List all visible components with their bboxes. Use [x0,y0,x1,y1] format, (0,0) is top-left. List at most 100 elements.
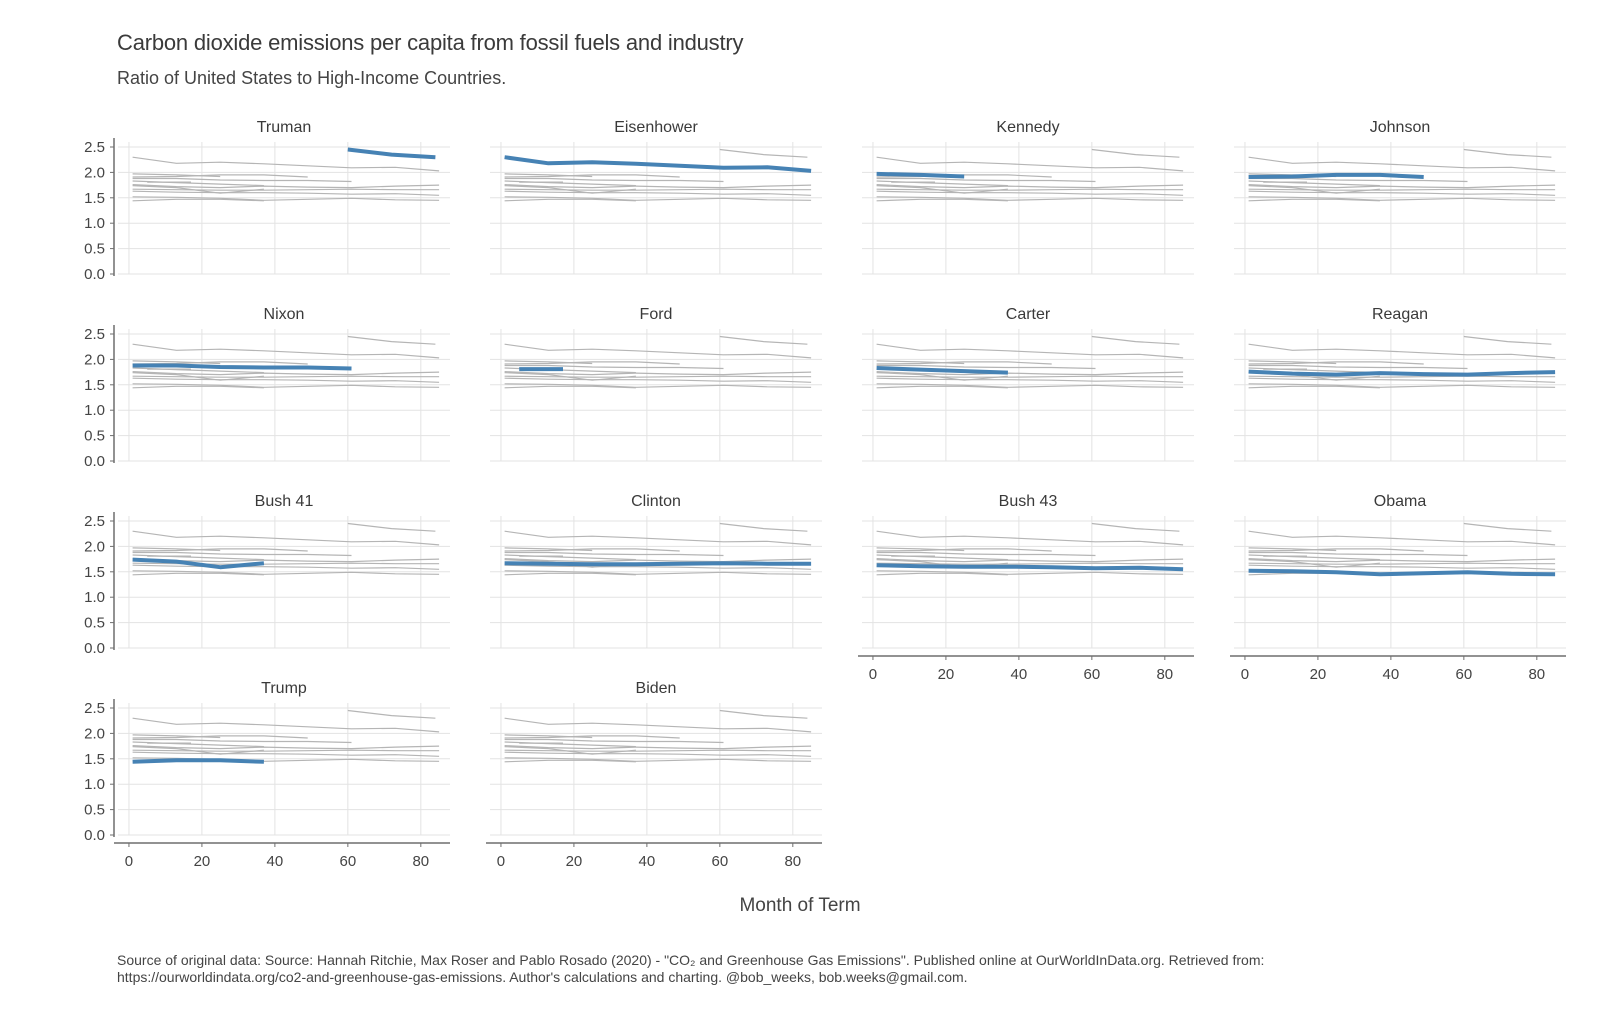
y-tick-label: 2.0 [84,538,105,555]
context-line-reagan [504,745,812,750]
facet-panel-kennedy: Kennedy [862,119,1194,275]
context-line-bush-43 [1248,377,1556,383]
context-line-eisenhower [876,343,1184,359]
context-line-clinton [1248,562,1556,565]
context-line-trump [1248,198,1380,202]
x-tick-label: 80 [784,853,801,870]
context-line-truman [1463,148,1552,158]
x-tick-label: 40 [267,853,284,870]
context-line-eisenhower [504,530,812,546]
x-tick-label: 0 [1241,666,1249,683]
context-line-trump [876,572,1008,576]
highlight-line-truman [347,147,436,160]
context-line-obama [504,570,812,575]
context-line-bush-43 [1248,190,1556,196]
facet-label: Reagan [1372,306,1428,323]
context-line-truman [1463,335,1552,345]
context-line-nixon [876,551,1096,557]
context-line-truman [719,148,808,158]
x-tick-label: 80 [1156,666,1173,683]
y-tick-label: 1.5 [84,377,105,394]
y-tick-label: 1.5 [84,564,105,581]
context-line-truman [1463,522,1552,532]
context-line-johnson [504,174,680,178]
context-line-trump [132,385,264,389]
context-line-nixon [1248,364,1468,370]
context-line-obama [876,196,1184,201]
x-tick-label: 20 [194,853,211,870]
context-line-eisenhower [504,343,812,359]
facet-panel-carter: Carter [862,306,1194,462]
context-line-johnson [132,735,308,739]
y-tick-label: 2.0 [84,351,105,368]
context-line-trump [504,759,636,763]
context-line-carter [132,741,264,748]
y-tick-label: 1.5 [84,190,105,207]
context-line-trump [1248,385,1380,389]
x-tick-label: 20 [938,666,955,683]
y-tick-label: 1.0 [84,402,105,419]
highlight-line-nixon [132,363,352,371]
context-line-clinton [504,749,812,752]
y-tick-label: 0.5 [84,241,105,258]
highlight-line-bush-41 [132,557,265,570]
context-line-bush-43 [504,190,812,196]
context-line-carter [1248,554,1380,561]
highlight-line-bush-43 [876,563,1184,572]
facet-label: Obama [1374,493,1427,510]
facet-label: Bush 43 [999,493,1058,510]
facet-panel-bush-43: Bush 43 0 20 40 60 80 [858,493,1194,683]
context-line-truman [347,522,436,532]
context-line-carter [504,741,636,748]
x-tick-label: 60 [1084,666,1101,683]
facet-label: Bush 41 [255,493,314,510]
y-tick-label: 2.5 [84,139,105,156]
context-line-eisenhower [132,343,440,359]
y-tick-label: 1.0 [84,215,105,232]
context-line-obama [504,757,812,762]
context-line-carter [876,180,1008,187]
context-line-trump [132,572,264,576]
context-line-bush-43 [504,377,812,383]
facet-label: Ford [640,306,673,323]
context-line-trump [504,572,636,576]
y-tick-label: 1.0 [84,589,105,606]
context-line-obama [876,383,1184,388]
context-line-clinton [504,188,812,191]
context-line-johnson [1248,361,1424,365]
context-line-carter [132,367,264,374]
context-line-clinton [876,375,1184,378]
facet-panel-clinton: Clinton [490,493,822,649]
context-line-carter [132,554,264,561]
x-tick-label: 80 [412,853,429,870]
context-line-johnson [504,361,680,365]
context-line-nixon [876,177,1096,183]
context-line-clinton [504,375,812,378]
context-line-nixon [132,551,352,557]
context-line-johnson [132,174,308,178]
y-tick-label: 0.0 [84,453,105,470]
y-tick-label: 1.0 [84,776,105,793]
context-line-johnson [132,548,308,552]
context-line-reagan [504,184,812,189]
context-line-nixon [504,177,724,183]
context-line-eisenhower [132,156,440,172]
highlight-line-trump [132,758,264,764]
context-line-bush-43 [1248,564,1556,570]
context-line-clinton [132,188,440,191]
highlight-line-johnson [1248,172,1424,179]
context-line-reagan [504,558,812,563]
context-line-eisenhower [504,717,812,733]
facet-panel-biden: Biden 0 20 40 60 80 [486,680,822,870]
context-line-nixon [132,177,352,183]
context-line-carter [1248,180,1380,187]
highlight-line-eisenhower [504,155,812,173]
highlight-line-obama [1248,568,1556,577]
context-line-bush-43 [504,751,812,757]
context-line-eisenhower [876,530,1184,546]
facet-panel-eisenhower: Eisenhower [490,119,822,275]
context-line-reagan [1248,558,1556,563]
context-line-carter [504,180,636,187]
context-line-eisenhower [876,156,1184,172]
